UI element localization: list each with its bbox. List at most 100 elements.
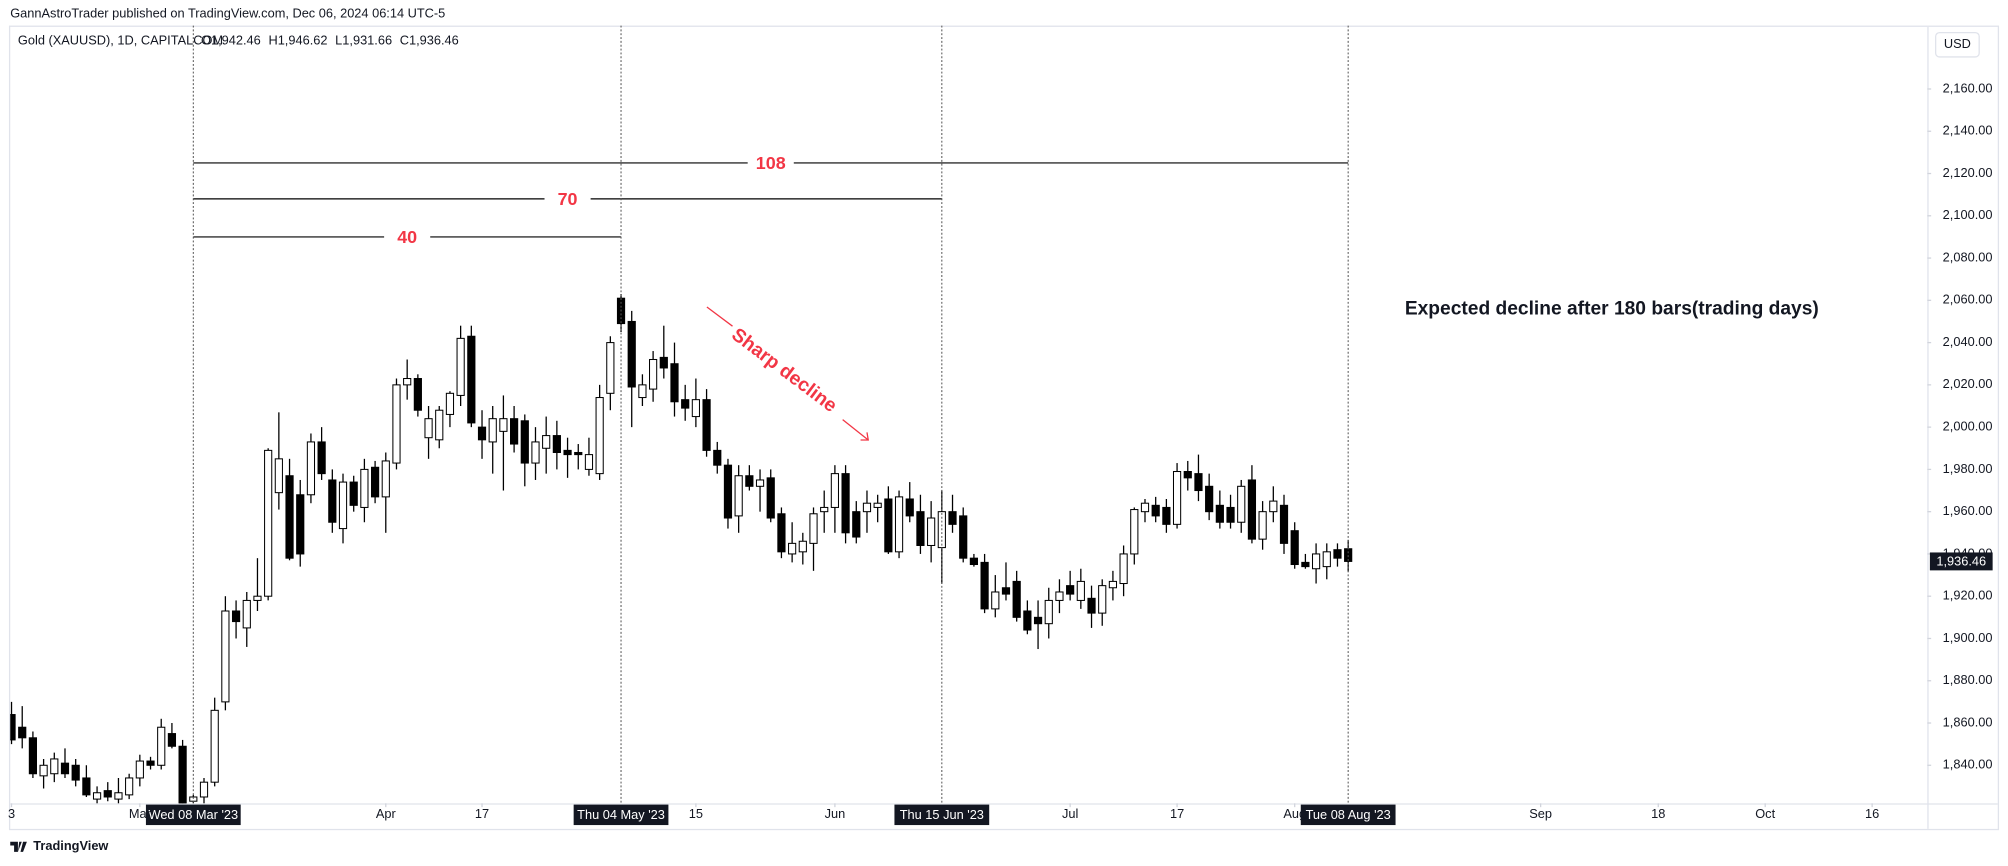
- y-tick-label: 1,980.00: [1943, 461, 1993, 476]
- candle-body: [948, 511, 957, 525]
- candle-body: [1205, 485, 1214, 513]
- y-tick-label: 2,140.00: [1943, 123, 1993, 138]
- date-marker-label: Tue 08 Aug '23: [1306, 807, 1391, 822]
- candle-body: [178, 745, 187, 804]
- candle-body: [264, 449, 273, 597]
- candle-body: [135, 760, 144, 779]
- candle-body: [1033, 616, 1043, 625]
- candle-body: [916, 511, 925, 546]
- candle-body: [114, 792, 123, 800]
- y-tick-label: 2,100.00: [1943, 207, 1993, 222]
- x-tick-label: Jul: [1062, 806, 1078, 821]
- x-tick-label: 15: [689, 806, 703, 821]
- candle-body: [991, 591, 1000, 610]
- candle-body: [1237, 485, 1246, 523]
- arrow-line: [706, 306, 733, 327]
- candle-body: [584, 454, 594, 470]
- overlay: 40 70 108 Wed 08 Mar '23 Thu 04 May '23 Thu 1…: [145, 25, 1396, 826]
- candle-body: [403, 378, 412, 386]
- candle-body: [691, 399, 700, 418]
- candle-body: [60, 762, 70, 775]
- candle-body: [221, 610, 230, 703]
- candle-body: [125, 777, 134, 796]
- y-tick-label: 1,860.00: [1943, 714, 1993, 729]
- candle-body: [980, 561, 989, 610]
- x-tick-label: Apr: [376, 806, 397, 821]
- y-tick-label: 2,040.00: [1943, 334, 1993, 349]
- candle-body: [766, 477, 775, 519]
- x-tick-label: 17: [1170, 806, 1184, 821]
- candle-body: [884, 498, 893, 553]
- candle-body: [1076, 580, 1085, 601]
- candle-body: [649, 358, 658, 390]
- candle-body: [510, 418, 519, 445]
- candle-body: [595, 397, 604, 475]
- candle-body: [1087, 597, 1096, 614]
- candle-body: [146, 760, 155, 766]
- candle-body: [927, 517, 936, 546]
- candle-body: [670, 363, 679, 403]
- candle-body: [905, 498, 914, 517]
- candle-body: [969, 557, 979, 566]
- candle-body: [413, 378, 422, 411]
- candle-body: [242, 599, 251, 629]
- candle-body: [285, 475, 294, 559]
- candle-body: [1279, 504, 1289, 544]
- candle-body: [360, 468, 369, 508]
- date-marker-label: Thu 15 Jun '23: [900, 807, 984, 822]
- candle-body: [627, 320, 636, 388]
- tradingview-logo: [10, 841, 27, 852]
- candle-body: [638, 384, 647, 399]
- measure-label: 40: [397, 227, 417, 247]
- chart-frame: [8, 25, 2000, 831]
- published-line: GannAstroTrader published on TradingView…: [10, 5, 445, 20]
- candle-body: [852, 511, 861, 538]
- candle-body: [777, 513, 786, 553]
- date-marker-label: Wed 08 Mar '23: [148, 807, 238, 822]
- candle-body: [959, 515, 968, 559]
- candle-body: [820, 506, 829, 513]
- candle-body: [157, 726, 166, 766]
- candle-body: [28, 737, 38, 775]
- candle-body: [296, 494, 305, 555]
- candle-body: [1269, 500, 1278, 513]
- candle-body: [317, 441, 326, 475]
- candle-body: [745, 475, 754, 487]
- candle-body: [1140, 502, 1150, 513]
- candle-body: [788, 542, 797, 555]
- measure-label-bg: [544, 188, 591, 210]
- candle-body: [755, 479, 765, 487]
- ohlc-value: H1,946.62: [268, 32, 327, 47]
- candle-body: [199, 781, 209, 798]
- candle-body: [1290, 530, 1299, 566]
- y-tick-label: 2,160.00: [1943, 80, 1993, 95]
- candle-body: [392, 384, 401, 464]
- symbol-title: Gold (XAUUSD), 1D, CAPITALCOM: [18, 32, 223, 47]
- candle-body: [1151, 504, 1160, 517]
- arrow-line: [842, 419, 869, 441]
- ohlc-value: O1,942.46: [201, 32, 261, 47]
- measure-label-bg: [747, 152, 794, 174]
- candle-body: [1108, 580, 1118, 589]
- x-tick-label: 17: [475, 806, 489, 821]
- candle-body: [723, 464, 733, 519]
- y-tick-label: 2,120.00: [1943, 165, 1993, 180]
- candle-body: [467, 335, 476, 424]
- candle-body: [477, 426, 487, 441]
- candle-body: [39, 764, 48, 777]
- y-tick-label: 1,900.00: [1943, 630, 1993, 645]
- plot-area: [10, 293, 1353, 804]
- currency-button[interactable]: [1935, 31, 1980, 58]
- measure-label-bg: [384, 226, 431, 248]
- date-marker-box: [1300, 804, 1396, 826]
- candle-body: [306, 441, 316, 496]
- candle-body: [1172, 471, 1182, 525]
- candle-body: [552, 435, 561, 454]
- candle-body: [10, 714, 16, 741]
- candle-body: [499, 418, 508, 432]
- arrow-head: [860, 432, 870, 441]
- x-tick-label: 3: [8, 806, 15, 821]
- measure-label: 108: [756, 153, 786, 173]
